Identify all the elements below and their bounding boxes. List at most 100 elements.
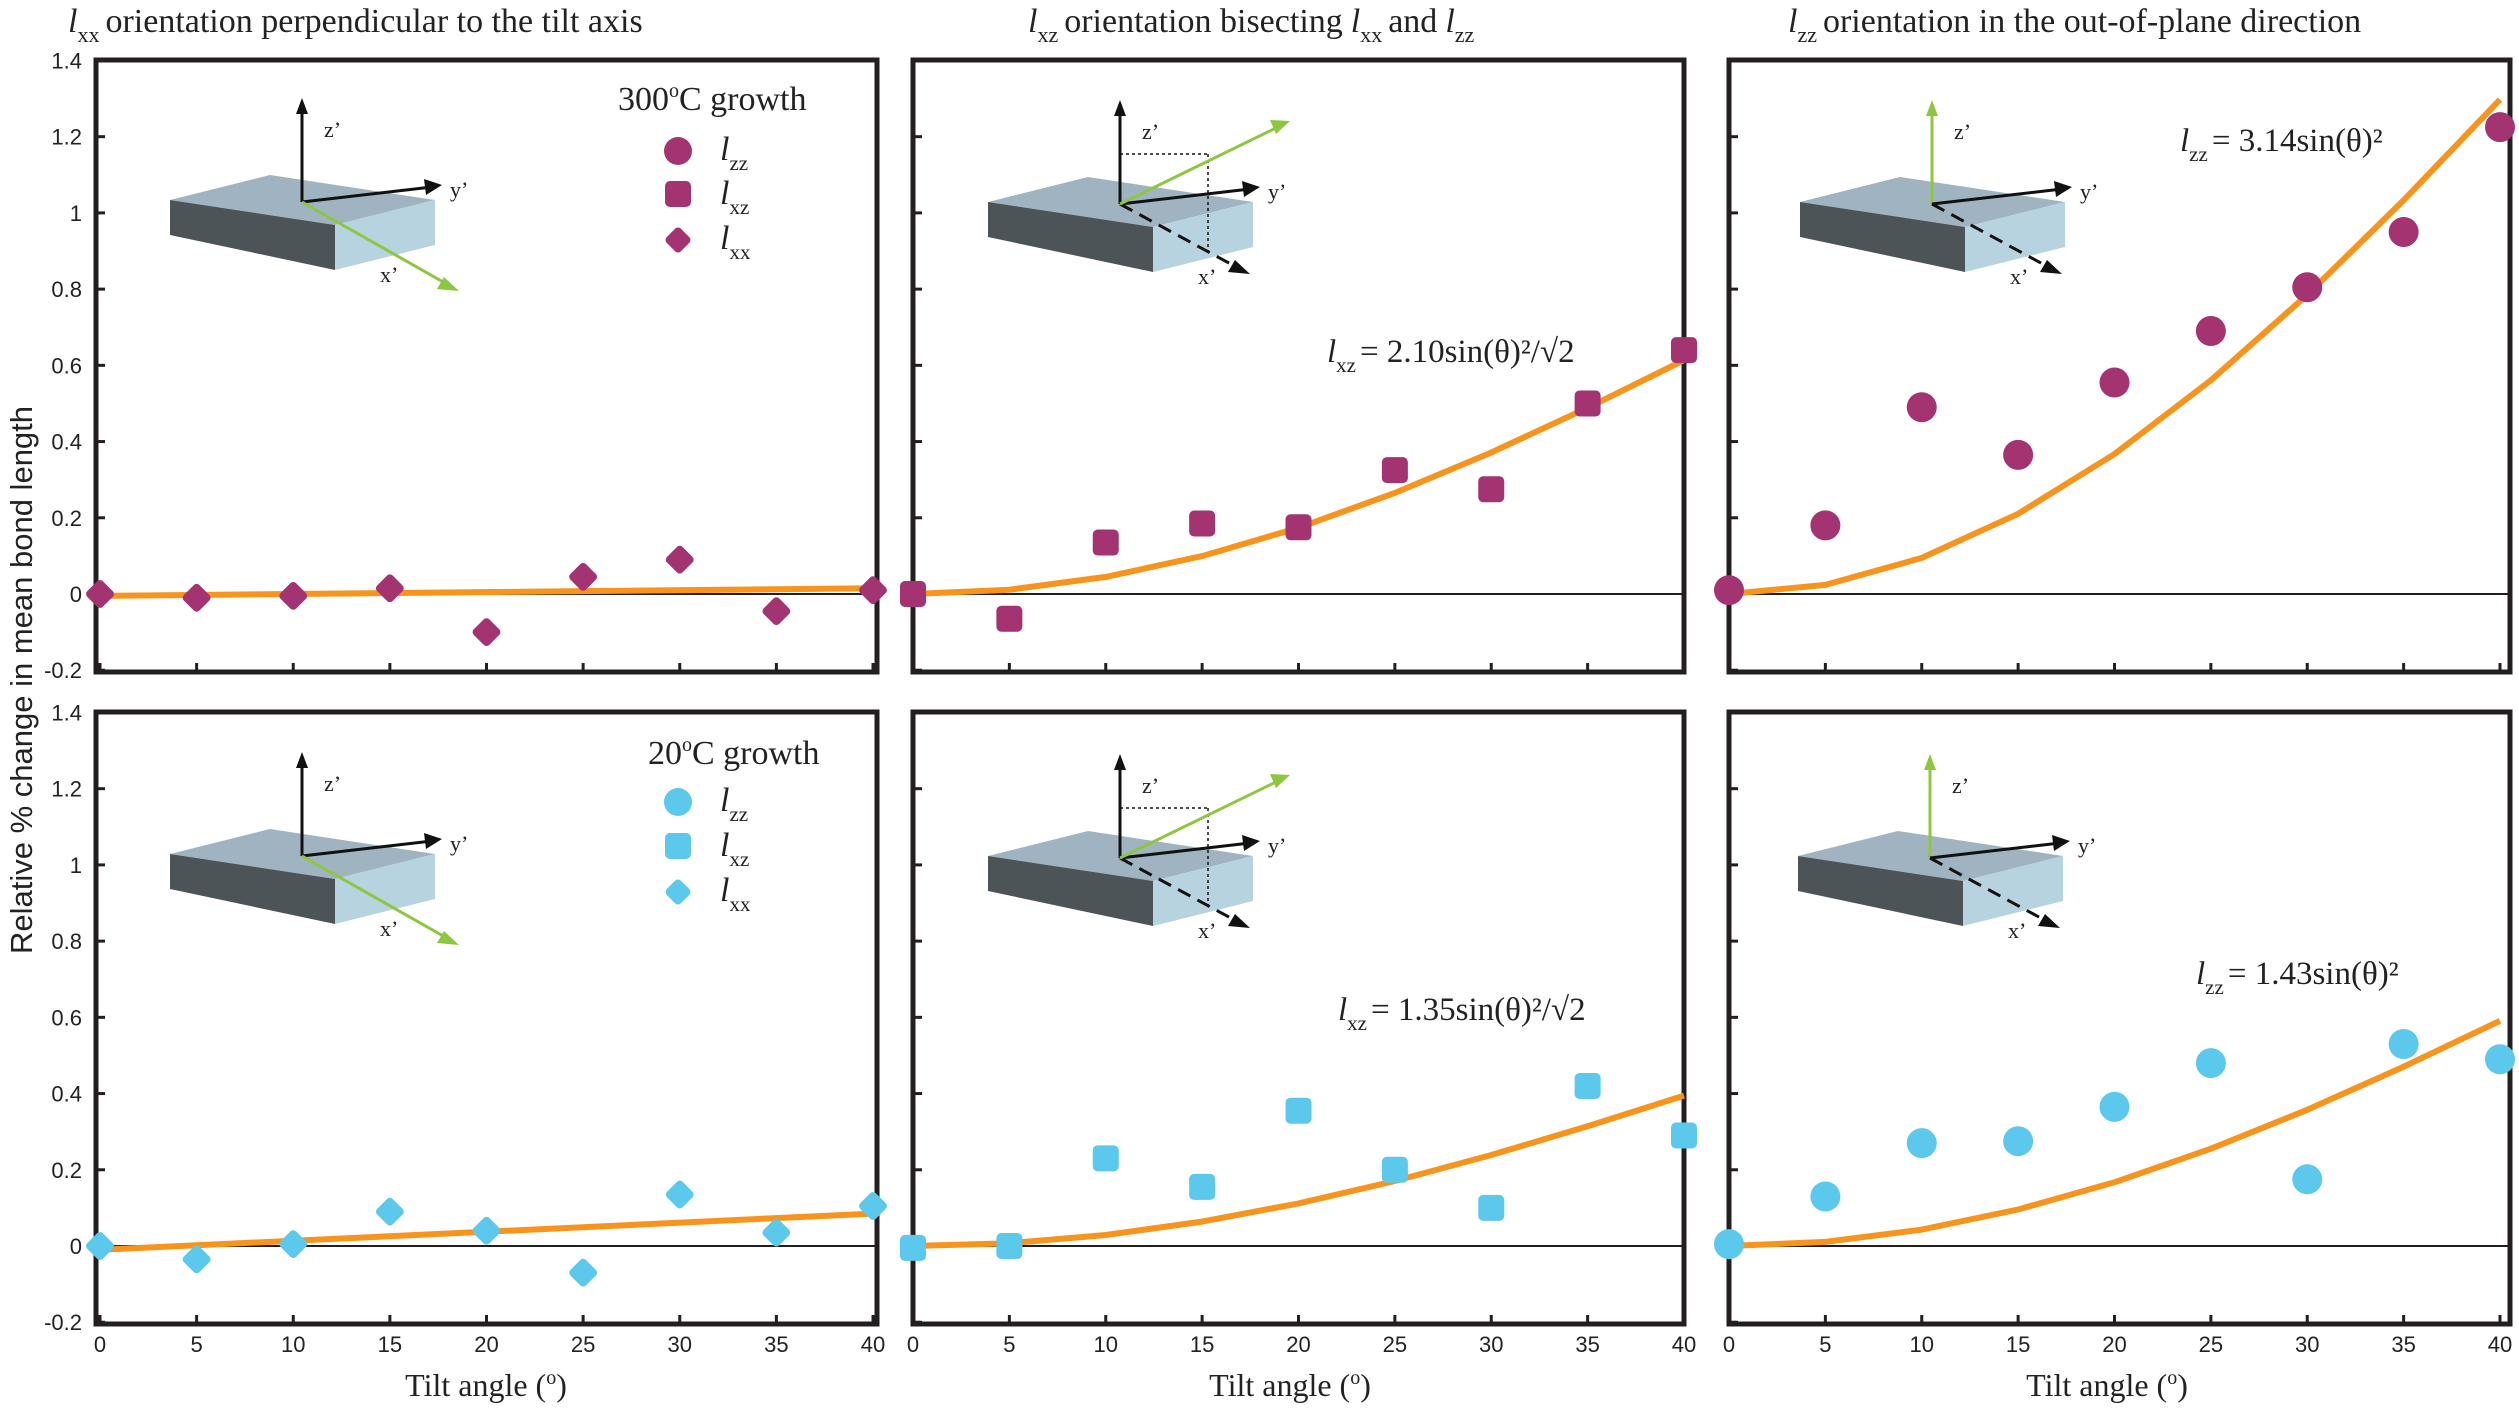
- data-point: [1092, 1145, 1119, 1172]
- y-tick-label: 0: [70, 1234, 82, 1259]
- panel-frame: [93, 57, 880, 675]
- y-tick-label: 0.4: [51, 1082, 82, 1107]
- slab-side: [170, 200, 335, 270]
- y-axis-label: Relative % change in mean bond length: [4, 406, 39, 954]
- fit-line: [912, 1092, 1685, 1249]
- slab-inset-lzz: z’ y’ x’: [1798, 754, 2096, 943]
- bisector-axis: [1119, 124, 1281, 206]
- y-axis: [1119, 187, 1251, 206]
- legend-marker-diamond: [665, 879, 691, 905]
- x-tick-label: 20: [2102, 1332, 2126, 1357]
- data-point: [472, 618, 501, 647]
- data-point: [569, 562, 598, 591]
- column-title-2: lxz orientation bisecting lxx and lzz: [1028, 3, 1475, 47]
- insets: z’ y’ x’ z’ y’ x’ z’ y’ x’ z’ y’ x’ z’ y’ x’ z’ y’ x’: [170, 98, 2098, 945]
- x-tick-label: 35: [1575, 1332, 1599, 1357]
- legend-marker-square: [665, 181, 691, 207]
- panel-20c-lzz: 0 5 10 15 20 25 30 35 40: [1714, 709, 2515, 1357]
- x-tick-label: 40: [861, 1332, 885, 1357]
- data-point: [859, 1192, 887, 1220]
- fit-line: [1728, 1018, 2502, 1249]
- y-axis: [1929, 841, 2061, 860]
- y-tick-label: 1.4: [51, 48, 82, 73]
- data-point: [2195, 316, 2226, 347]
- panels: 1.4 1.2 1 0.8 0.6 0.4 0.2 0 -0.2 1.4 1.2 1 0.8 0.6 0.4…: [44, 48, 2515, 1357]
- z-arrowhead: [1114, 754, 1126, 770]
- x-tick-label: 25: [571, 1332, 595, 1357]
- x-tick-label: 20: [1286, 1332, 1310, 1357]
- data-point: [1381, 1156, 1408, 1183]
- z-arrowhead: [296, 752, 308, 768]
- x-tick-label: 5: [1819, 1332, 1831, 1357]
- data-point: [762, 597, 791, 626]
- fit-line: [1728, 97, 2503, 597]
- x-axis: [1119, 202, 1241, 271]
- y-axis: [1119, 841, 1251, 860]
- y-axis-label: y’: [450, 177, 468, 202]
- x-tick-label: 10: [1910, 1332, 1934, 1357]
- x-arrowhead: [437, 931, 459, 945]
- slab-front: [1153, 202, 1253, 272]
- column-title-1: lxx orientation perpendicular to the tilt…: [68, 3, 643, 47]
- y-tick-label: 1.4: [51, 700, 82, 725]
- data-point: [1810, 1181, 1841, 1212]
- y-arrowhead: [424, 179, 442, 195]
- data-point: [996, 1233, 1023, 1259]
- data-point: [1810, 510, 1841, 541]
- legend-marker-circle: [664, 137, 692, 165]
- data-point: [472, 1216, 501, 1245]
- slab-front: [335, 854, 435, 924]
- x-axis: [1931, 202, 2053, 271]
- data-point: [762, 1218, 791, 1247]
- data-point: [1478, 1194, 1505, 1221]
- equation-20c-lxz: lxz = 1.35sin(θ)²/√2: [1338, 992, 1586, 1035]
- data-point: [1285, 1097, 1312, 1124]
- y-tick-label: 1.2: [51, 777, 82, 802]
- x-tick-label: 40: [1672, 1332, 1696, 1357]
- data-point: [182, 1245, 211, 1274]
- z-axis-label: z’: [324, 117, 341, 142]
- data-point: [375, 574, 404, 603]
- y-tick-label: 0.4: [51, 430, 82, 455]
- slab-inset-lxz: z’ y’ x’: [988, 100, 1290, 289]
- x-axis-label: x’: [2010, 264, 2028, 289]
- slab-front: [1153, 856, 1253, 926]
- y-axis-label: y’: [2080, 179, 2098, 204]
- z-arrowhead: [1924, 754, 1936, 770]
- slab-side: [988, 856, 1153, 926]
- data-point: [2195, 1048, 2226, 1079]
- legend-label-lzz: lzz: [720, 131, 748, 175]
- y-arrowhead: [424, 833, 442, 849]
- x-tick-label: 10: [281, 1332, 305, 1357]
- legend-marker-circle: [664, 788, 692, 816]
- x-axis-label-3: Tilt angle (o): [2026, 1367, 2188, 1403]
- x-tick-label: 35: [764, 1332, 788, 1357]
- x-arrowhead: [1228, 914, 1250, 928]
- data-point: [86, 580, 114, 608]
- growth-label-300c: 300oC growth: [618, 80, 807, 118]
- x-tick-label: 10: [1094, 1332, 1118, 1357]
- data-point: [1285, 514, 1312, 541]
- slab-inset-lxx: z’ y’ x’: [170, 98, 468, 291]
- data-point: [1092, 529, 1119, 556]
- y-arrowhead: [1242, 181, 1260, 197]
- panel-300c-lxx: 1.4 1.2 1 0.8 0.6 0.4 0.2 0 -0.2: [44, 48, 887, 683]
- legend-label-lzz: lzz: [720, 782, 748, 826]
- legend-label-lxx: lxx: [720, 872, 751, 916]
- y-tick-label: 0.8: [51, 277, 82, 302]
- z-axis-label: z’: [1142, 773, 1159, 798]
- x-tick-label: 15: [1190, 1332, 1214, 1357]
- x-tick-label: 20: [474, 1332, 498, 1357]
- data-point: [2003, 1126, 2034, 1157]
- y-tick-label: 1: [70, 853, 82, 878]
- slab-front: [335, 200, 435, 270]
- x-axis-label: x’: [2008, 918, 2026, 943]
- fit-line: [912, 357, 1686, 597]
- y-tick-label: 0.2: [51, 1158, 82, 1183]
- legend-marker-square: [665, 833, 691, 859]
- slab-inset-lxz: z’ y’ x’: [988, 754, 1290, 943]
- data-point: [1714, 575, 1744, 606]
- data-point: [2388, 1029, 2419, 1060]
- y-axis-label: y’: [1268, 833, 1286, 858]
- data-point: [1189, 1173, 1216, 1200]
